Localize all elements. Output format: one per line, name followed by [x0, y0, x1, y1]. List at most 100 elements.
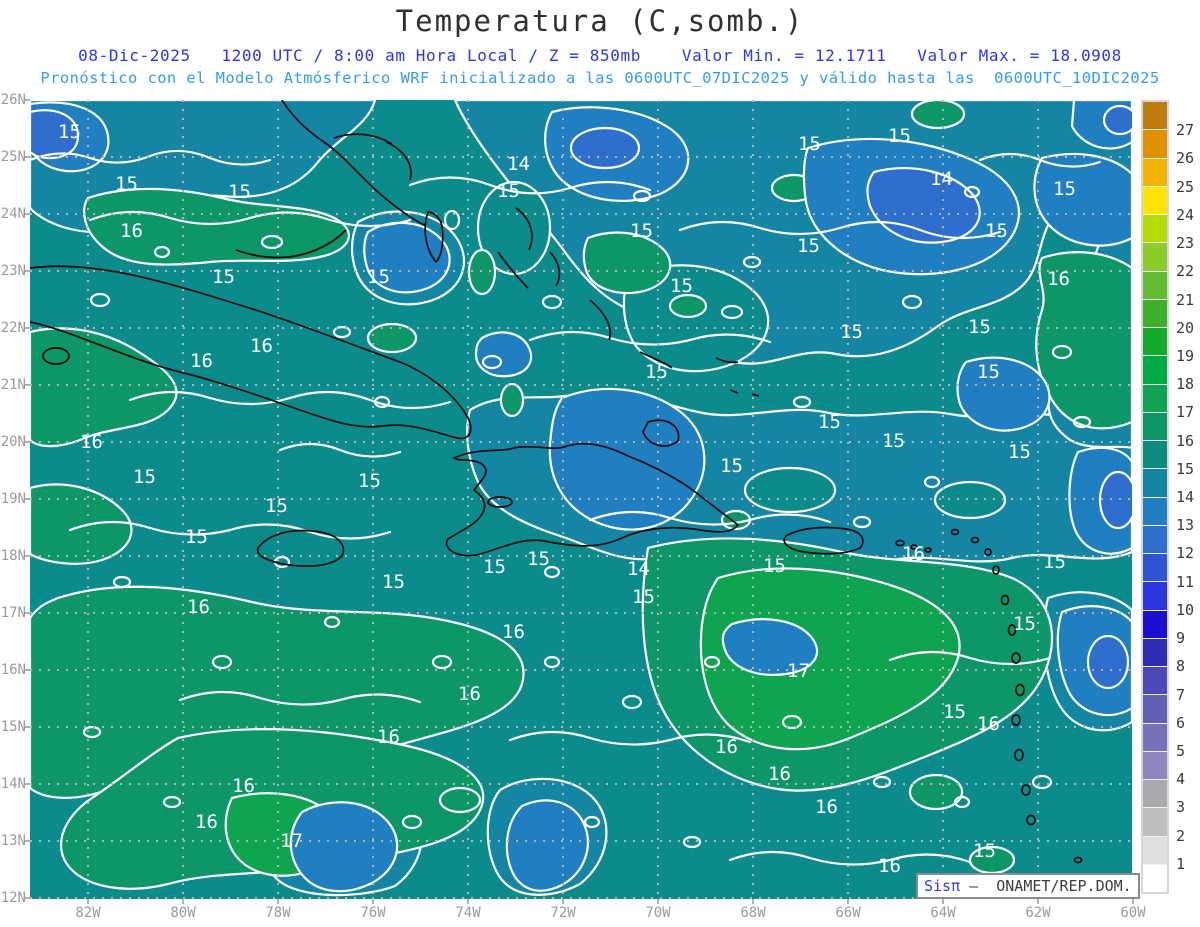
contour-label: 15 [133, 466, 156, 488]
cat-island-coastline [549, 251, 561, 287]
contour-label: 15 [58, 121, 81, 143]
contour-label: 15 [840, 321, 863, 343]
inagua-coastline [642, 419, 680, 447]
contour-label: 16 [902, 543, 925, 565]
contour-label: 15 [798, 133, 821, 155]
contour-label: 16 [120, 220, 143, 242]
colorbar-segment [1143, 666, 1167, 695]
colorbar-tick-label: 18 [1176, 375, 1195, 394]
colorbar-segment [1143, 637, 1167, 666]
lat-tick-label: 18N [0, 548, 26, 564]
lon-tick-label: 62W [1025, 905, 1051, 921]
lon-tick-mark [467, 899, 469, 904]
contour-label: 15 [527, 548, 550, 570]
contour-label: 15 [1008, 441, 1031, 463]
colorbar-tick-label: 5 [1176, 741, 1186, 760]
colorbar-tick-label: 27 [1176, 121, 1195, 140]
mayaguana-coastline [715, 357, 739, 364]
cuba-coastline [30, 265, 472, 440]
contour-label: 16 [250, 335, 273, 357]
lat-tick-mark [25, 840, 30, 842]
lat-tick-label: 21N [0, 377, 26, 393]
florida-coastline [281, 100, 427, 227]
colorbar-segment [1143, 863, 1167, 892]
lat-tick-mark [25, 669, 30, 671]
lat-tick-mark [25, 897, 30, 899]
contour-label: 15 [670, 275, 693, 297]
contour-label: 15 [632, 586, 655, 608]
grand-bahama-coastline [333, 133, 393, 145]
lon-tick-label: 82W [75, 905, 101, 921]
colorbar-tick-label: 21 [1176, 290, 1195, 309]
colorbar-segment [1143, 694, 1167, 723]
lat-tick-label: 17N [0, 605, 26, 621]
contour-plot-svg: 15 15 16 15 15 16 16 15 14 15 16 15 15 15 15 14 15 15 15 15… [30, 100, 1132, 899]
colorbar-segment [1143, 807, 1167, 836]
abaco-coastline [385, 141, 412, 181]
lat-tick-label: 13N [0, 833, 26, 849]
contour-label: 16 [715, 736, 738, 758]
colorbar-segment [1143, 270, 1167, 299]
contour-label: 15 [763, 555, 786, 577]
eleuthera-coastline [515, 207, 533, 251]
contour-label: 15 [818, 411, 841, 433]
colorbar-segment [1143, 609, 1167, 638]
lon-tick-mark [942, 899, 944, 904]
lat-tick-mark [25, 555, 30, 557]
jamaica-coastline [256, 529, 345, 567]
colorbar-segment [1143, 468, 1167, 497]
page-title: Temperatura (C,somb.) [395, 4, 805, 38]
lon-tick-label: 80W [170, 905, 196, 921]
forecast-datetime-line: 08-Dic-2025 1200 UTC / 8:00 am Hora Loca… [78, 46, 1122, 65]
lat-tick-mark [25, 99, 30, 101]
colorbar-tick-label: 20 [1176, 318, 1195, 337]
colorbar-tick-label: 14 [1176, 488, 1195, 506]
contour-label: 15 [212, 266, 235, 288]
contour-label: 14 [627, 558, 650, 580]
lon-tick-label: 76W [360, 905, 386, 921]
colorbar-segment [1143, 496, 1167, 525]
colorbar-tick-label: 8 [1176, 657, 1186, 676]
contour-label: 16 [458, 683, 481, 705]
colorbar-tick-label: 15 [1176, 459, 1195, 478]
lon-tick-label: 70W [645, 905, 671, 921]
isla-juventud-coastline [42, 347, 70, 365]
lat-tick-mark [25, 156, 30, 158]
sispi-brand-label: Sisπ [924, 877, 961, 895]
colorbar-tick-label: 13 [1176, 516, 1195, 535]
colorbar-tick-label: 24 [1176, 205, 1195, 224]
lon-tick-label: 74W [455, 905, 481, 921]
contour-label: 16 [502, 621, 525, 643]
lon-tick-mark [372, 899, 374, 904]
contour-label: 16 [187, 596, 210, 618]
coastlines [30, 100, 1093, 882]
lat-tick-mark [25, 783, 30, 785]
colorbar-tick-label: 26 [1176, 149, 1195, 168]
colorbar-tick-label: 10 [1176, 600, 1195, 619]
contour-label: 15 [483, 556, 506, 578]
lon-tick-mark [87, 899, 89, 904]
contour-label: 15 [645, 361, 668, 383]
contour-label: 16 [1047, 268, 1070, 290]
contour-label: 15 [630, 220, 653, 242]
contour-label: 15 [720, 455, 743, 477]
contour-label: 15 [977, 361, 1000, 383]
contour-island-loops [82, 185, 1092, 849]
lon-tick-mark [657, 899, 659, 904]
colorbar-segment [1143, 383, 1167, 412]
contour-label: 16 [377, 726, 400, 748]
contour-label: 15 [973, 840, 996, 862]
lat-tick-label: 22N [0, 320, 26, 336]
colorbar-tick-label: 11 [1176, 572, 1195, 591]
lon-tick-label: 64W [930, 905, 956, 921]
colorbar-tick-label: 2 [1176, 826, 1186, 845]
lon-tick-label: 72W [550, 905, 576, 921]
crooked-island-coastline [639, 351, 673, 369]
contour-label: 15 [797, 235, 820, 257]
lat-tick-label: 26N [0, 92, 26, 108]
florida-keys-coastline [235, 229, 347, 259]
colorbar-tick-label: 6 [1176, 713, 1186, 732]
colorbar-tick-label: 23 [1176, 234, 1195, 253]
lon-tick-label: 66W [835, 905, 861, 921]
lon-tick-mark [752, 899, 754, 904]
